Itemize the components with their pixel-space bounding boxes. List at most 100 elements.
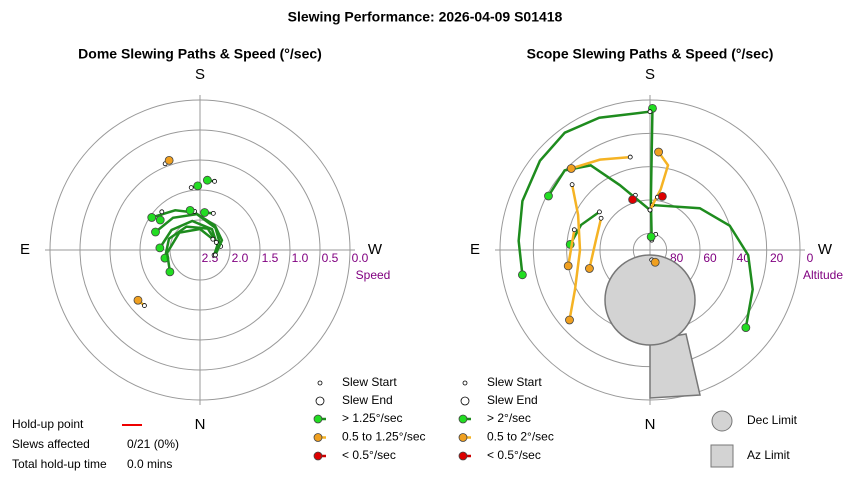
r-tick-label: 20 <box>770 251 784 265</box>
grid-ring <box>49 99 351 401</box>
slew-end <box>646 232 656 242</box>
slew-start <box>213 239 219 245</box>
slew-start <box>142 303 147 308</box>
r-tick-label: 60 <box>703 251 717 265</box>
slew-path <box>165 227 214 273</box>
chart-title: Dome Slewing Paths & Speed (°/sec) <box>78 46 322 62</box>
slew-end <box>628 195 638 204</box>
holdup-label: Hold-up point <box>12 417 84 431</box>
compass-label: W <box>368 241 383 258</box>
slew-start <box>213 252 218 258</box>
compass-label: S <box>195 66 205 83</box>
legend-label: > 1.25°/sec <box>342 411 403 425</box>
compass-label: S <box>645 66 655 83</box>
page-title: Slewing Performance: 2026-04-09 S01418 <box>288 9 563 25</box>
slew-end <box>200 208 210 217</box>
slew-end <box>565 315 574 325</box>
legend-end-swatch <box>315 396 325 406</box>
compass-label: N <box>195 416 206 433</box>
legend-start-swatch <box>462 380 468 386</box>
slew-path <box>570 155 631 170</box>
legend-label: > 2°/sec <box>487 411 531 425</box>
holdup-value: 0.0 mins <box>127 457 172 471</box>
slew-end <box>165 267 175 277</box>
slew-start <box>159 209 165 215</box>
slew-path <box>163 225 218 259</box>
grid-ring <box>109 159 291 341</box>
slew-end <box>193 181 203 191</box>
slew-start <box>569 182 575 188</box>
slew-start <box>597 209 602 215</box>
legend-swatch <box>458 433 468 442</box>
slew-path <box>588 217 603 269</box>
chart-title: Scope Slewing Paths & Speed (°/sec) <box>527 46 774 62</box>
legend-start-swatch <box>317 380 323 386</box>
legend-label: 0.5 to 1.25°/sec <box>342 430 426 444</box>
legend-swatch <box>313 451 323 461</box>
slew-start <box>627 154 633 160</box>
slew-end <box>517 270 527 280</box>
legend-end-swatch <box>460 396 470 406</box>
grid: Dome Slewing Paths & Speed (°/sec)2.5 2.0… <box>20 46 843 433</box>
legend-swatch <box>458 451 468 461</box>
legend-swatch <box>313 433 323 442</box>
slew-path <box>158 219 219 256</box>
legend-label: < 0.5°/sec <box>342 448 396 462</box>
slew-end <box>164 155 174 165</box>
slew-path <box>648 151 670 211</box>
slew-start <box>188 185 194 191</box>
dec-limit-swatch <box>711 410 733 432</box>
slew-start <box>210 236 216 242</box>
compass-label: E <box>470 241 480 258</box>
legend-swatch <box>313 414 323 424</box>
slew-end <box>133 295 143 305</box>
r-axis-label: Altitude <box>803 268 843 282</box>
slew-path <box>517 110 651 275</box>
r-tick-label: 2.0 <box>232 251 249 265</box>
legend-swatch <box>458 414 468 424</box>
legend-label: Slew End <box>342 393 393 407</box>
slew-path <box>547 164 651 211</box>
legend-label: Slew Start <box>487 375 542 389</box>
legend-label: < 0.5°/sec <box>487 448 541 462</box>
legend-label: 0.5 to 2°/sec <box>487 430 554 444</box>
legend-label: Az Limit <box>747 448 790 462</box>
slew-end <box>657 192 667 201</box>
legend-label: Dec Limit <box>747 413 798 427</box>
r-tick-label: 0.5 <box>322 251 339 265</box>
slew-end <box>544 191 553 201</box>
slew-end <box>585 264 594 273</box>
legends: Dec Limit Az Limit Hold-up point Slews a… <box>12 375 798 471</box>
r-tick-label: 0.0 <box>352 251 369 265</box>
slew-start <box>212 178 217 184</box>
slew-path <box>566 229 576 267</box>
r-tick-label: 1.5 <box>262 251 279 265</box>
holdup-label: Total hold-up time <box>12 457 107 471</box>
slew-end <box>155 215 165 225</box>
slew-end <box>650 257 660 267</box>
slew-start <box>598 215 604 221</box>
slew-end <box>563 261 573 271</box>
slew-end <box>155 243 165 253</box>
slew-start <box>210 210 216 216</box>
slew-path <box>568 184 582 321</box>
grid-ring <box>499 99 801 401</box>
limits <box>604 254 701 399</box>
slew-end <box>147 213 157 222</box>
slew-end <box>654 147 663 157</box>
grid-ring <box>79 129 321 371</box>
legend-label: Slew End <box>487 393 538 407</box>
slew-start <box>647 207 653 213</box>
slew-end <box>151 227 160 237</box>
grid-ring <box>139 189 261 311</box>
r-axis-label: Speed <box>356 268 391 282</box>
slew-end <box>566 164 576 173</box>
slew-end <box>202 175 212 185</box>
slew-end <box>185 206 195 215</box>
compass-label: E <box>20 241 30 258</box>
r-tick-label: 0 <box>807 251 814 265</box>
slew-path <box>649 108 654 241</box>
slew-path <box>151 209 224 256</box>
slew-start <box>647 109 653 115</box>
